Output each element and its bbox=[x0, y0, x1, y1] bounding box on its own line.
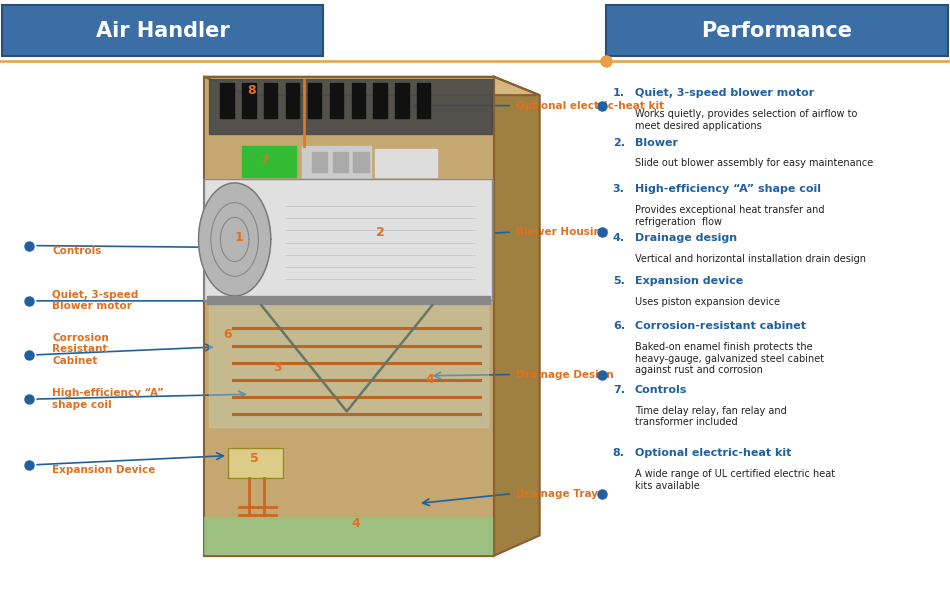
Text: Uses piston expansion device: Uses piston expansion device bbox=[635, 297, 780, 307]
Polygon shape bbox=[199, 183, 271, 296]
Text: 7.: 7. bbox=[613, 385, 625, 395]
Text: Time delay relay, fan relay and
transformer included: Time delay relay, fan relay and transfor… bbox=[635, 406, 787, 427]
Text: Expansion device: Expansion device bbox=[635, 276, 743, 286]
Polygon shape bbox=[417, 83, 430, 118]
Polygon shape bbox=[209, 79, 492, 134]
Polygon shape bbox=[332, 152, 348, 172]
Polygon shape bbox=[204, 179, 492, 300]
Text: Baked-on enamel finish protects the
heavy-gauge, galvanized steel cabinet
agains: Baked-on enamel finish protects the heav… bbox=[635, 342, 824, 375]
Polygon shape bbox=[204, 77, 540, 95]
Polygon shape bbox=[204, 77, 494, 556]
Polygon shape bbox=[395, 83, 408, 118]
Polygon shape bbox=[204, 517, 492, 554]
Polygon shape bbox=[302, 146, 370, 178]
Polygon shape bbox=[353, 152, 369, 172]
Polygon shape bbox=[264, 83, 277, 118]
Text: 8.: 8. bbox=[613, 448, 625, 458]
Text: A wide range of UL certified electric heat
kits available: A wide range of UL certified electric he… bbox=[635, 469, 835, 491]
Text: Air Handler: Air Handler bbox=[96, 21, 229, 41]
Text: Drainage Design: Drainage Design bbox=[516, 370, 614, 379]
Polygon shape bbox=[207, 296, 490, 304]
Polygon shape bbox=[220, 83, 234, 118]
Text: Blower: Blower bbox=[635, 138, 677, 147]
Text: Performance: Performance bbox=[702, 21, 852, 41]
Text: Optional electric-heat kit: Optional electric-heat kit bbox=[516, 101, 664, 111]
Text: Optional electric-heat kit: Optional electric-heat kit bbox=[635, 448, 791, 458]
Text: 3: 3 bbox=[273, 360, 282, 374]
Polygon shape bbox=[242, 146, 296, 177]
Text: 1: 1 bbox=[235, 230, 244, 244]
Text: Slide out blower assembly for easy maintenance: Slide out blower assembly for easy maint… bbox=[635, 158, 873, 168]
Text: 2.: 2. bbox=[613, 138, 625, 147]
Text: Quiet, 3-speed blower motor: Quiet, 3-speed blower motor bbox=[635, 88, 814, 98]
Text: High-efficiency “A” shape coil: High-efficiency “A” shape coil bbox=[635, 184, 821, 194]
Text: Expansion Device: Expansion Device bbox=[52, 465, 156, 475]
Text: High-efficiency “A”
shape coil: High-efficiency “A” shape coil bbox=[52, 388, 164, 410]
Text: 4: 4 bbox=[352, 516, 361, 530]
Polygon shape bbox=[494, 77, 540, 556]
Polygon shape bbox=[228, 448, 283, 478]
FancyBboxPatch shape bbox=[606, 5, 948, 56]
Text: Controls: Controls bbox=[635, 385, 687, 395]
Polygon shape bbox=[209, 304, 488, 427]
Text: 4.: 4. bbox=[613, 233, 625, 243]
Text: Vertical and horizontal installation drain design: Vertical and horizontal installation dra… bbox=[635, 254, 865, 264]
Text: Provides exceptional heat transfer and
refrigeration  flow: Provides exceptional heat transfer and r… bbox=[635, 205, 824, 227]
Text: Quiet, 3-speed
Blower motor: Quiet, 3-speed Blower motor bbox=[52, 290, 139, 311]
Text: 8: 8 bbox=[247, 84, 256, 97]
Text: 1.: 1. bbox=[613, 88, 625, 98]
Polygon shape bbox=[242, 83, 256, 118]
Text: Drainage design: Drainage design bbox=[635, 233, 737, 243]
Polygon shape bbox=[312, 152, 327, 172]
Text: 3.: 3. bbox=[613, 184, 625, 194]
Polygon shape bbox=[286, 83, 299, 118]
Polygon shape bbox=[308, 83, 321, 118]
Polygon shape bbox=[352, 83, 365, 118]
Polygon shape bbox=[373, 83, 387, 118]
Polygon shape bbox=[330, 83, 343, 118]
FancyBboxPatch shape bbox=[2, 5, 323, 56]
Text: Controls: Controls bbox=[52, 246, 102, 255]
Text: Drainage Tray: Drainage Tray bbox=[516, 489, 598, 499]
Text: Corrosion
Resistant
Cabinet: Corrosion Resistant Cabinet bbox=[52, 333, 109, 366]
Text: 6.: 6. bbox=[613, 321, 625, 331]
Text: Blower Housing: Blower Housing bbox=[516, 227, 608, 237]
Text: 5.: 5. bbox=[613, 276, 625, 286]
Text: 7: 7 bbox=[259, 154, 269, 168]
Text: 5: 5 bbox=[250, 451, 259, 465]
Text: 2: 2 bbox=[375, 225, 385, 239]
Text: 6: 6 bbox=[223, 328, 233, 341]
Text: Works quietly, provides selection of airflow to
meet desired applications: Works quietly, provides selection of air… bbox=[635, 109, 857, 131]
Polygon shape bbox=[375, 149, 437, 177]
Text: 4: 4 bbox=[425, 373, 434, 386]
Text: Corrosion-resistant cabinet: Corrosion-resistant cabinet bbox=[635, 321, 806, 331]
